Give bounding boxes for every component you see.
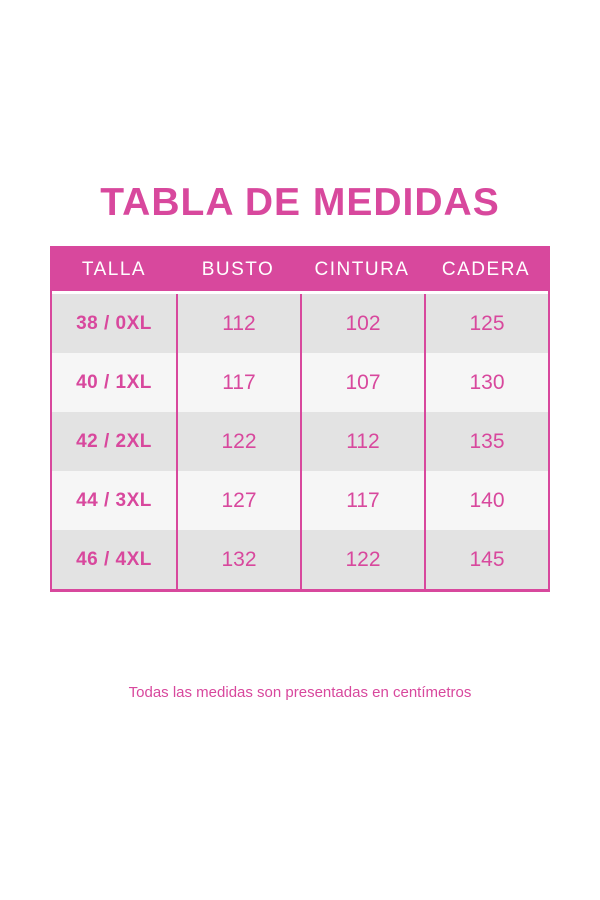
table-row: 44 / 3XL 127 117 140 [52, 471, 548, 530]
busto-cell: 117 [176, 353, 300, 412]
page-title: TABLA DE MEDIDAS [100, 181, 500, 224]
column-header-cadera: CADERA [441, 258, 531, 280]
cadera-cell: 145 [424, 530, 548, 589]
cintura-cell: 112 [300, 412, 424, 471]
talla-cell: 46 / 4XL [76, 548, 152, 570]
busto-cell: 112 [176, 294, 300, 353]
cintura-cell: 107 [300, 353, 424, 412]
column-header-busto: BUSTO [201, 258, 275, 280]
cintura-cell: 102 [300, 294, 424, 353]
talla-cell: 44 / 3XL [76, 489, 152, 511]
cadera-cell: 130 [424, 353, 548, 412]
busto-cell: 132 [176, 530, 300, 589]
units-footnote: Todas las medidas son presentadas en cen… [128, 684, 472, 701]
busto-cell: 122 [176, 412, 300, 471]
cadera-cell: 125 [424, 294, 548, 353]
table-row: 38 / 0XL 112 102 125 [52, 294, 548, 353]
table-row: 46 / 4XL 132 122 145 [52, 530, 548, 589]
talla-cell: 40 / 1XL [76, 371, 152, 393]
column-header-talla: TALLA [81, 258, 147, 280]
talla-cell: 38 / 0XL [76, 312, 152, 334]
table-header-row: TALLA BUSTO CINTURA CADERA [52, 248, 548, 294]
table-row: 40 / 1XL 117 107 130 [52, 353, 548, 412]
table-row: 42 / 2XL 122 112 135 [52, 412, 548, 471]
size-table: TALLA BUSTO CINTURA CADERA 38 / 0XL 112 … [50, 246, 550, 592]
column-header-cintura: CINTURA [314, 258, 410, 280]
talla-cell: 42 / 2XL [76, 430, 152, 452]
cintura-cell: 122 [300, 530, 424, 589]
cintura-cell: 117 [300, 471, 424, 530]
busto-cell: 127 [176, 471, 300, 530]
cadera-cell: 135 [424, 412, 548, 471]
table-body: 38 / 0XL 112 102 125 40 / 1XL 117 107 13… [52, 294, 548, 589]
cadera-cell: 140 [424, 471, 548, 530]
